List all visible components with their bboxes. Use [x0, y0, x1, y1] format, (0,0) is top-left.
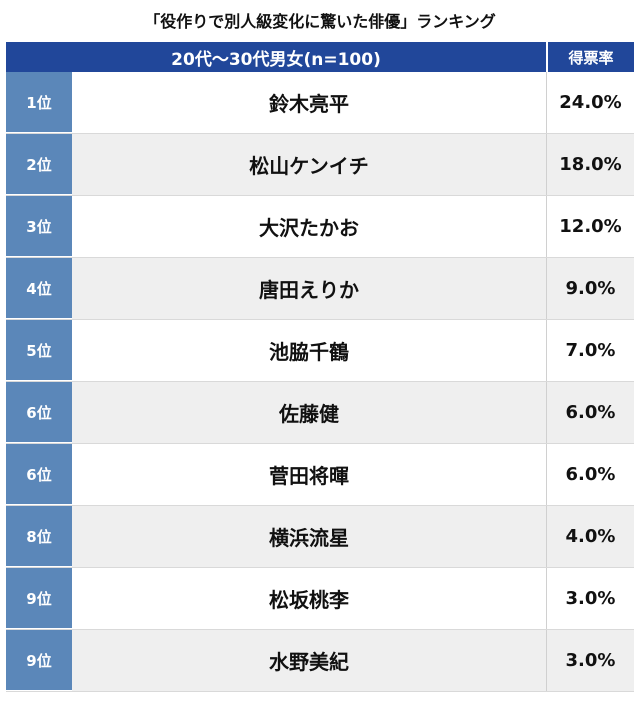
rank-cell: 6位 — [6, 382, 72, 443]
table-row: 4位 唐田えりか 9.0% — [6, 258, 634, 320]
ranking-table: 20代〜30代男女(n=100) 得票率 1位 鈴木亮平 24.0% 2位 松山ケンイチ… — [6, 42, 634, 692]
rank-cell: 9位 — [6, 568, 72, 629]
table-row: 2位 松山ケンイチ 18.0% — [6, 134, 634, 196]
vote-share-cell: 6.0% — [547, 444, 634, 505]
vote-share-cell: 9.0% — [547, 258, 634, 319]
table-row: 6位 菅田将暉 6.0% — [6, 444, 634, 506]
table-row: 6位 佐藤健 6.0% — [6, 382, 634, 444]
actor-name-cell: 大沢たかお — [72, 196, 547, 257]
actor-name-cell: 横浜流星 — [72, 506, 547, 567]
actor-name-cell: 菅田将暉 — [72, 444, 547, 505]
table-row: 3位 大沢たかお 12.0% — [6, 196, 634, 258]
vote-share-cell: 3.0% — [547, 568, 634, 629]
actor-name-cell: 唐田えりか — [72, 258, 547, 319]
vote-share-cell: 18.0% — [547, 134, 634, 195]
actor-name-cell: 鈴木亮平 — [72, 72, 547, 133]
vote-share-cell: 3.0% — [547, 630, 634, 691]
actor-name-cell: 松山ケンイチ — [72, 134, 547, 195]
chart-title: 「役作りで別人級変化に驚いた俳優」ランキング — [144, 12, 496, 31]
vote-share-cell: 7.0% — [547, 320, 634, 381]
rank-cell: 4位 — [6, 258, 72, 319]
table-header: 20代〜30代男女(n=100) 得票率 — [6, 42, 634, 72]
vote-share-cell: 12.0% — [547, 196, 634, 257]
rank-cell: 9位 — [6, 630, 72, 691]
rank-cell: 5位 — [6, 320, 72, 381]
table-row: 9位 水野美紀 3.0% — [6, 630, 634, 692]
table-row: 8位 横浜流星 4.0% — [6, 506, 634, 568]
actor-name-cell: 池脇千鶴 — [72, 320, 547, 381]
actor-name-cell: 水野美紀 — [72, 630, 547, 691]
rank-cell: 2位 — [6, 134, 72, 195]
table-row: 9位 松坂桃李 3.0% — [6, 568, 634, 630]
table-body: 1位 鈴木亮平 24.0% 2位 松山ケンイチ 18.0% 3位 大沢たかお 12.0% 4位 唐田… — [6, 72, 634, 692]
actor-name-cell: 佐藤健 — [72, 382, 547, 443]
rank-cell: 8位 — [6, 506, 72, 567]
header-share-label: 得票率 — [568, 48, 614, 67]
table-row: 1位 鈴木亮平 24.0% — [6, 72, 634, 134]
vote-share-cell: 6.0% — [547, 382, 634, 443]
rank-cell: 6位 — [6, 444, 72, 505]
actor-name-cell: 松坂桃李 — [72, 568, 547, 629]
header-group-label: 20代〜30代男女(n=100) — [6, 42, 548, 72]
vote-share-cell: 4.0% — [547, 506, 634, 567]
rank-cell: 1位 — [6, 72, 72, 133]
rank-cell: 3位 — [6, 196, 72, 257]
vote-share-cell: 24.0% — [547, 72, 634, 133]
table-row: 5位 池脇千鶴 7.0% — [6, 320, 634, 382]
